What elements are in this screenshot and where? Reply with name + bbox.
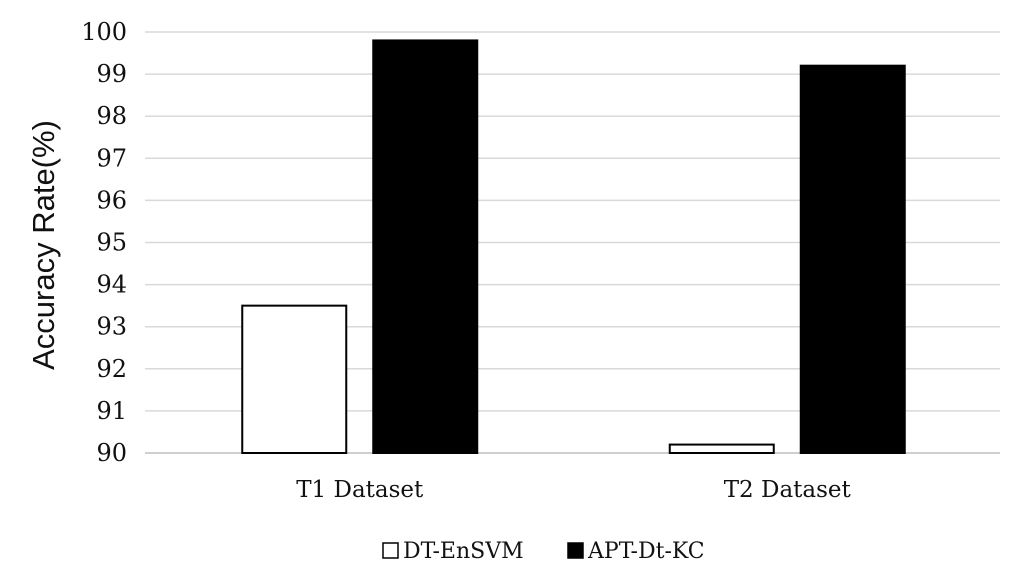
y-tick-label: 98 <box>96 102 127 130</box>
y-axis-ticks: 90 91 92 93 94 95 96 97 98 99 100 <box>81 18 127 467</box>
y-tick-label: 99 <box>96 60 127 88</box>
y-tick-label: 93 <box>96 313 127 341</box>
bar-apt-dt-kc <box>372 39 479 454</box>
y-tick-label: 100 <box>81 18 127 46</box>
legend-label-apt-dt-kc: APT-Dt-KC <box>587 539 705 564</box>
y-tick-label: 95 <box>96 229 127 257</box>
y-tick-label: 97 <box>96 144 127 172</box>
legend-swatch-dt-ensvm <box>382 542 399 559</box>
x-category-label: T1 Dataset <box>296 477 424 503</box>
bar-dt-ensvm <box>241 304 348 454</box>
y-tick-label: 91 <box>96 397 127 425</box>
y-tick-label: 90 <box>96 439 127 467</box>
bar-dt-ensvm <box>668 443 775 454</box>
x-category-label: T2 Dataset <box>724 477 852 503</box>
bar-apt-dt-kc <box>799 64 906 455</box>
bars <box>241 39 906 455</box>
y-tick-label: 94 <box>96 271 127 299</box>
y-tick-label: 96 <box>96 186 127 214</box>
y-tick-label: 92 <box>96 355 127 383</box>
x-axis-categories: T1 Dataset T2 Dataset <box>296 477 851 503</box>
legend-label-dt-ensvm: DT-EnSVM <box>403 539 524 564</box>
legend: DT-EnSVM APT-Dt-KC <box>382 539 705 564</box>
y-axis-title: Accuracy Rate(%) <box>26 120 61 370</box>
legend-swatch-apt-dt-kc <box>567 542 584 559</box>
